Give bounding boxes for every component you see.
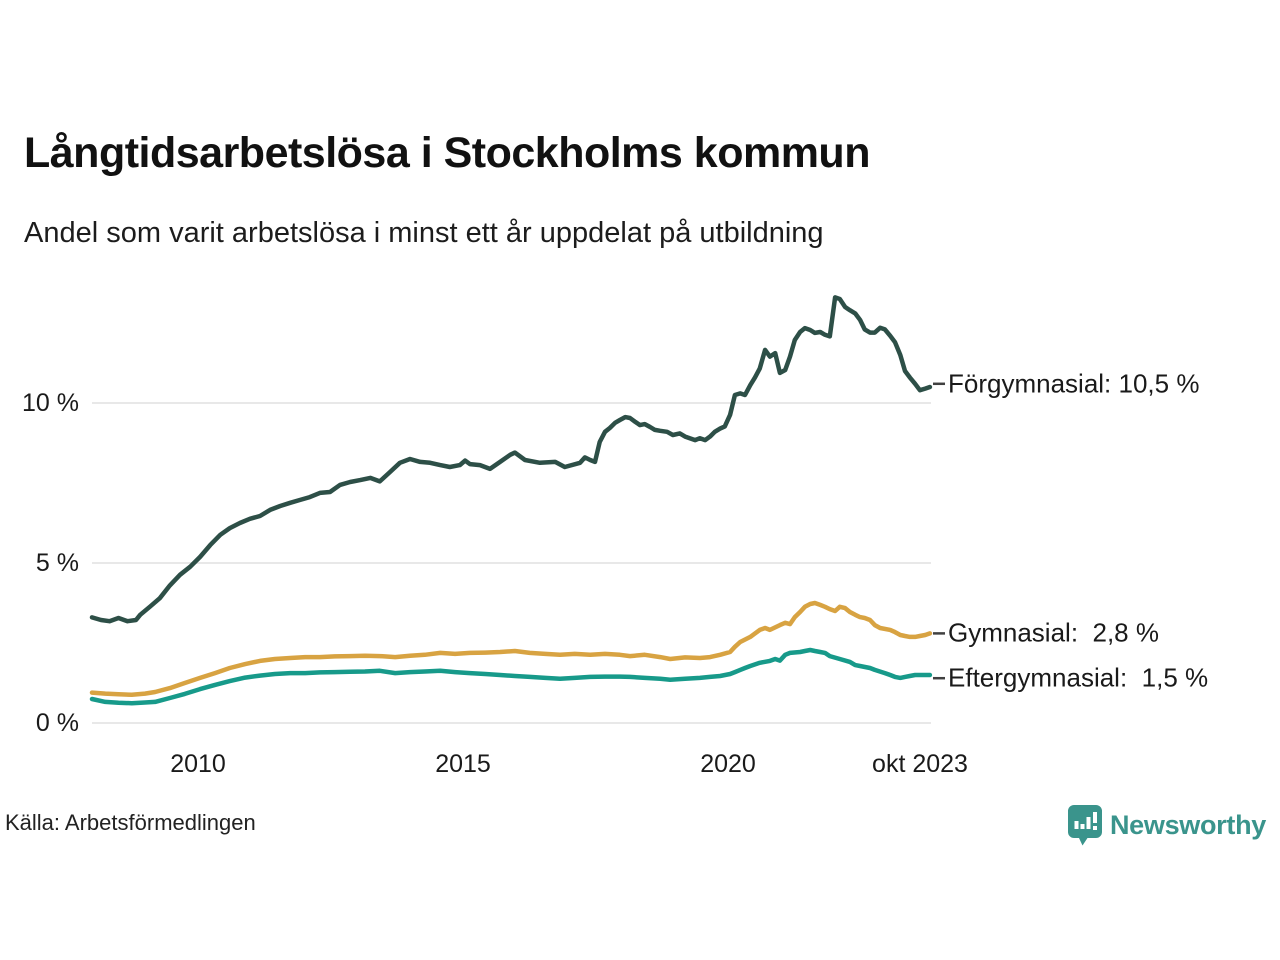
newsworthy-pin-barchart-icon [1067, 805, 1102, 846]
x-axis-tick-2015: 2015 [435, 750, 491, 778]
series-label-forgymnasial: Förgymnasial: 10,5 % [948, 368, 1200, 399]
branding: Newsworthy [1067, 803, 1266, 847]
chart-title: Långtidsarbetslösa i Stockholms kommun [24, 129, 870, 177]
y-axis-tick-5: 5 % [35, 549, 79, 577]
series-label-gymnasial: Gymnasial: 2,8 % [948, 617, 1159, 648]
source-caption: Källa: Arbetsförmedlingen [5, 810, 256, 835]
x-axis-tick-2020: 2020 [700, 750, 756, 778]
branding-name: Newsworthy [1109, 809, 1266, 840]
series-line-gymnasial [89, 600, 933, 698]
y-axis-tick-10: 10 % [22, 389, 79, 417]
series-line-forgymnasial [89, 295, 933, 624]
series-label-eftergymnasial: Eftergymnasial: 1,5 % [948, 662, 1209, 693]
y-axis-tick-0: 0 % [35, 709, 79, 737]
x-axis-tick-2010: 2010 [170, 750, 226, 778]
series-line-eftergymnasial [89, 647, 933, 706]
x-axis-tick-okt2023: okt 2023 [872, 750, 968, 778]
chart-subtitle: Andel som varit arbetslösa i minst ett å… [24, 217, 824, 249]
